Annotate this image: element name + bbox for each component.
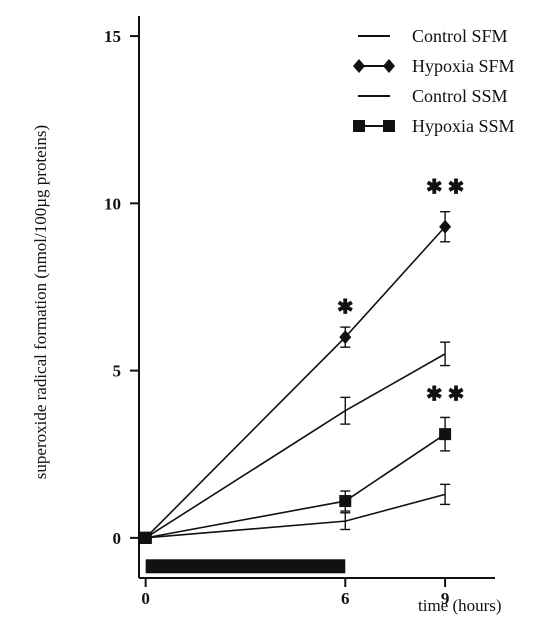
data-point-square	[383, 120, 395, 132]
legend-entry: Control SFM	[358, 26, 508, 46]
data-point-diamond	[353, 59, 365, 73]
series-control-sfm	[139, 341, 451, 544]
data-point-square	[353, 120, 365, 132]
legend-label: Control SFM	[412, 26, 508, 46]
y-tick-label: 0	[113, 529, 122, 548]
series-control-ssm	[139, 483, 451, 544]
series-line	[145, 493, 446, 539]
series-line	[145, 433, 446, 539]
data-point-diamond	[339, 330, 352, 345]
significance-marker: ✱ ✱	[426, 384, 465, 406]
y-tick-label: 10	[104, 194, 121, 213]
x-tick-label: 0	[141, 589, 150, 608]
data-point-square	[439, 428, 452, 441]
legend: Control SFM Hypoxia SFM Control SSM Hypoxia…	[353, 26, 515, 136]
legend-entry: Hypoxia SSM	[353, 116, 515, 136]
series-line	[145, 226, 446, 539]
significance-marker: ✱ ✱	[426, 176, 465, 198]
y-tick-label: 5	[113, 362, 122, 381]
x-tick-label: 6	[341, 589, 350, 608]
y-axis-label: superoxide radical formation (nmol/100µg…	[31, 125, 50, 479]
data-point-origin	[139, 531, 152, 544]
legend-label: Hypoxia SSM	[412, 116, 515, 136]
data-point-square	[339, 495, 352, 508]
series-layer	[139, 210, 452, 544]
legend-label: Control SSM	[412, 86, 508, 106]
hypoxia-period-bar	[145, 559, 346, 574]
significance-marker: ✱	[337, 297, 354, 319]
x-tick-label: 9	[441, 589, 450, 608]
legend-label: Hypoxia SFM	[412, 56, 515, 76]
legend-entry: Control SSM	[358, 86, 508, 106]
hypoxia-period-bar-layer	[145, 559, 346, 574]
y-tick-label: 15	[104, 27, 121, 46]
data-point-diamond	[383, 59, 395, 73]
legend-entry: Hypoxia SFM	[353, 56, 515, 76]
series-hypoxia-ssm	[139, 416, 452, 544]
x-axis-label: time (hours)	[418, 596, 502, 615]
data-point-diamond	[439, 219, 452, 234]
axes: 0 5 10 15 0 6 9	[104, 16, 495, 608]
annotation-layer: ✱ ✱ ✱ ✱ ✱	[337, 176, 464, 405]
